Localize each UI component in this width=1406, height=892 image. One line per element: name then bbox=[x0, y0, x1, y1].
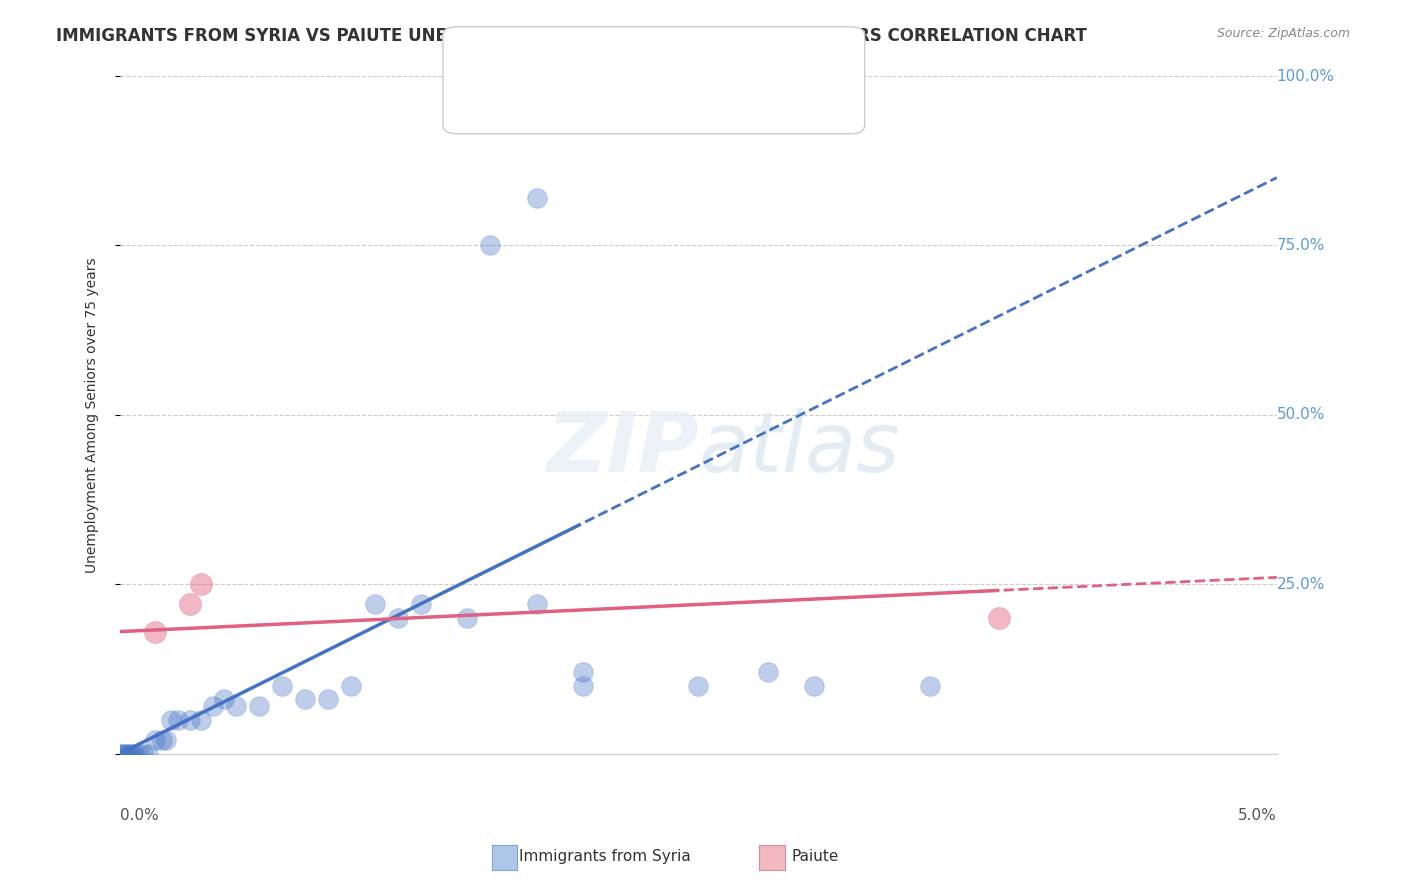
Point bbox=[150, 733, 173, 747]
Point bbox=[803, 679, 825, 693]
Text: Immigrants from Syria: Immigrants from Syria bbox=[519, 849, 690, 863]
Point bbox=[143, 624, 166, 639]
Point bbox=[128, 747, 150, 761]
Point bbox=[179, 598, 201, 612]
Point bbox=[190, 713, 212, 727]
Point bbox=[526, 191, 548, 205]
Point bbox=[571, 679, 593, 693]
Point bbox=[190, 577, 212, 591]
Point bbox=[108, 747, 131, 761]
Point bbox=[179, 713, 201, 727]
Text: Source: ZipAtlas.com: Source: ZipAtlas.com bbox=[1216, 27, 1350, 40]
Point bbox=[918, 679, 941, 693]
Text: atlas: atlas bbox=[699, 409, 900, 489]
Text: 0.0%: 0.0% bbox=[120, 808, 159, 822]
Y-axis label: Unemployment Among Seniors over 75 years: Unemployment Among Seniors over 75 years bbox=[86, 257, 100, 573]
Point bbox=[143, 733, 166, 747]
Point bbox=[318, 692, 340, 706]
Text: R = 0.271  N =  4: R = 0.271 N = 4 bbox=[492, 87, 627, 101]
Text: 75.0%: 75.0% bbox=[1277, 238, 1324, 253]
Point bbox=[688, 679, 710, 693]
Text: 50.0%: 50.0% bbox=[1277, 408, 1324, 422]
Point bbox=[201, 699, 224, 714]
Point bbox=[294, 692, 316, 706]
Point bbox=[571, 665, 593, 680]
Text: 25.0%: 25.0% bbox=[1277, 576, 1324, 591]
Point bbox=[160, 713, 183, 727]
Point bbox=[409, 598, 432, 612]
Point bbox=[387, 611, 409, 625]
Point bbox=[114, 747, 136, 761]
Point bbox=[456, 611, 478, 625]
Point bbox=[122, 747, 145, 761]
Point bbox=[479, 238, 502, 252]
Point bbox=[111, 747, 134, 761]
Point bbox=[340, 679, 363, 693]
Point bbox=[212, 692, 235, 706]
Point bbox=[136, 747, 159, 761]
Point bbox=[247, 699, 270, 714]
Point bbox=[225, 699, 247, 714]
Point bbox=[132, 747, 155, 761]
Point bbox=[271, 679, 294, 693]
Point bbox=[118, 747, 141, 761]
Point bbox=[988, 611, 1011, 625]
Text: 5.0%: 5.0% bbox=[1239, 808, 1277, 822]
Point bbox=[363, 598, 385, 612]
Text: 100.0%: 100.0% bbox=[1277, 69, 1334, 84]
Text: IMMIGRANTS FROM SYRIA VS PAIUTE UNEMPLOYMENT AMONG SENIORS OVER 75 YEARS CORRELA: IMMIGRANTS FROM SYRIA VS PAIUTE UNEMPLOY… bbox=[56, 27, 1087, 45]
Text: Paiute: Paiute bbox=[792, 849, 839, 863]
Point bbox=[155, 733, 177, 747]
Point bbox=[121, 747, 143, 761]
Point bbox=[756, 665, 779, 680]
Point bbox=[115, 747, 138, 761]
Text: ZIP: ZIP bbox=[546, 409, 699, 489]
Text: R = 0.346  N = 38: R = 0.346 N = 38 bbox=[492, 46, 631, 61]
Point bbox=[526, 598, 548, 612]
Point bbox=[167, 713, 190, 727]
